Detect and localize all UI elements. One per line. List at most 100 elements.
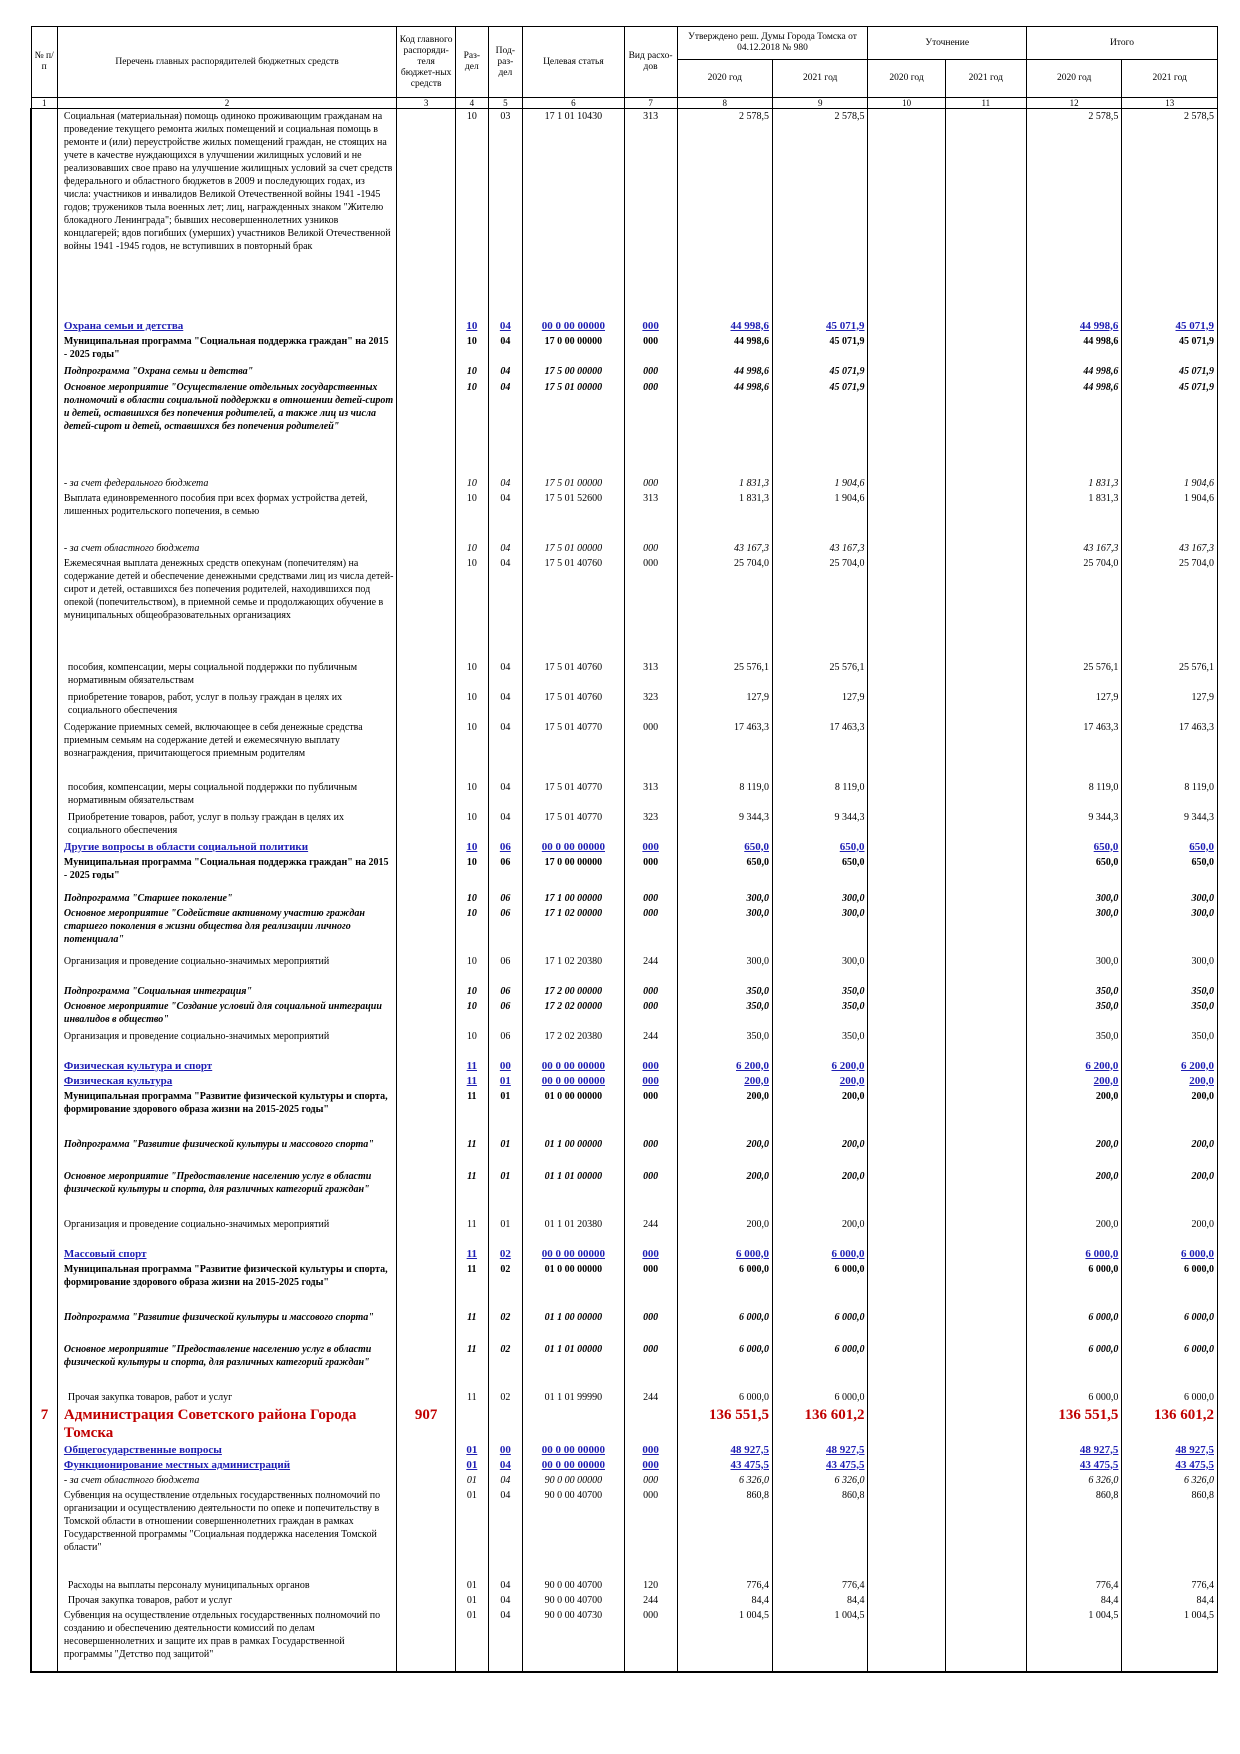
- row-approved-2021: 300,0: [771, 953, 869, 984]
- row-podrazdel: 04: [487, 1487, 524, 1578]
- row-total-2021: 6 000,0: [1121, 1389, 1218, 1405]
- row-approved-2021: 200,0: [771, 1168, 869, 1217]
- row-total-2020: 650,0: [1025, 854, 1123, 891]
- table-row: Социальная (материальная) помощь одиноко…: [29, 108, 1218, 319]
- table-row: Прочая закупка товаров, работ и услуг 11 0…: [29, 1389, 1218, 1405]
- row-total-2020: 200,0: [1025, 1073, 1123, 1089]
- row-type: 323: [623, 689, 678, 720]
- row-podrazdel: 04: [487, 809, 524, 840]
- header-clarify: Уточнение: [867, 26, 1027, 60]
- row-total-2020: 136 551,5: [1025, 1404, 1123, 1443]
- row-code: 907: [396, 1404, 457, 1443]
- row-approved-2021: 6 000,0: [771, 1341, 869, 1390]
- row-clarify-2020: [867, 1577, 946, 1593]
- row-total-2020: 127,9: [1025, 689, 1123, 720]
- row-total-2021: 350,0: [1121, 998, 1218, 1029]
- row-code: [396, 1341, 457, 1390]
- row-total-2020: 1 004,5: [1025, 1607, 1123, 1673]
- table-row: Организация и проведение социально-значи…: [29, 1028, 1218, 1059]
- row-approved-2020: 8 119,0: [676, 779, 773, 810]
- colnum: 4: [455, 97, 489, 109]
- row-approved-2020: 1 831,3: [676, 475, 773, 491]
- row-target: 17 1 00 00000: [522, 890, 625, 906]
- row-target: 17 5 01 40770: [522, 719, 625, 780]
- row-number: [29, 839, 58, 855]
- row-name: Физическая культура и спорт: [56, 1058, 398, 1074]
- row-razdel: 01: [455, 1442, 489, 1458]
- row-type: 000: [623, 1088, 678, 1137]
- table-row: приобретение товаров, работ, услуг в пол…: [29, 689, 1218, 720]
- row-razdel: 11: [455, 1168, 489, 1217]
- row-code: [396, 689, 457, 720]
- row-clarify-2021: [944, 719, 1027, 780]
- row-type: 000: [623, 555, 678, 660]
- row-approved-2021: 300,0: [771, 890, 869, 906]
- row-approved-2020: 650,0: [676, 839, 773, 855]
- row-razdel: 10: [455, 719, 489, 780]
- row-clarify-2020: [867, 839, 946, 855]
- row-target: 90 0 00 40730: [522, 1607, 625, 1673]
- table-row: Другие вопросы в области социальной поли…: [29, 839, 1218, 855]
- row-podrazdel: 06: [487, 953, 524, 984]
- row-podrazdel: 01: [487, 1088, 524, 1137]
- row-approved-2021: 776,4: [771, 1577, 869, 1593]
- row-total-2021: 48 927,5: [1121, 1442, 1218, 1458]
- row-number: [29, 809, 58, 840]
- row-code: [396, 1246, 457, 1262]
- row-total-2021: 45 071,9: [1121, 333, 1218, 364]
- row-number: [29, 379, 58, 476]
- row-approved-2021: 9 344,3: [771, 809, 869, 840]
- header-clarify-2020: 2020 год: [867, 59, 946, 98]
- row-number: [29, 1607, 58, 1673]
- row-target: 17 5 01 40760: [522, 689, 625, 720]
- row-approved-2020: 1 004,5: [676, 1607, 773, 1673]
- row-approved-2020: 350,0: [676, 983, 773, 999]
- row-name: Муниципальная программа "Развитие физиче…: [56, 1261, 398, 1310]
- row-target: 00 0 00 00000: [522, 1073, 625, 1089]
- row-number: [29, 890, 58, 906]
- row-approved-2021: 6 000,0: [771, 1309, 869, 1342]
- header-clarify-2021: 2021 год: [944, 59, 1027, 98]
- row-code: [396, 1088, 457, 1137]
- header-approved-2021: 2021 год: [771, 59, 869, 98]
- row-approved-2020: 200,0: [676, 1136, 773, 1169]
- row-number: [29, 1341, 58, 1390]
- row-razdel: 01: [455, 1472, 489, 1488]
- colnum: 9: [771, 97, 869, 109]
- row-total-2020: 300,0: [1025, 953, 1123, 984]
- table-row: Муниципальная программа "Развитие физиче…: [29, 1088, 1218, 1137]
- table-row: Подпрограмма "Развитие физической культу…: [29, 1136, 1218, 1169]
- row-code: [396, 1168, 457, 1217]
- row-clarify-2020: [867, 998, 946, 1029]
- row-total-2021: 300,0: [1121, 890, 1218, 906]
- row-clarify-2020: [867, 108, 946, 319]
- row-approved-2020: 200,0: [676, 1216, 773, 1247]
- row-number: [29, 540, 58, 556]
- row-total-2020: 84,4: [1025, 1592, 1123, 1608]
- row-type: 000: [623, 1309, 678, 1342]
- row-name: Организация и проведение социально-значи…: [56, 1216, 398, 1247]
- row-clarify-2020: [867, 809, 946, 840]
- row-name: приобретение товаров, работ, услуг в пол…: [56, 689, 398, 720]
- row-approved-2020: 44 998,6: [676, 363, 773, 380]
- row-approved-2020: 6 000,0: [676, 1341, 773, 1390]
- row-target: 00 0 00 00000: [522, 318, 625, 334]
- row-target: 01 0 00 00000: [522, 1088, 625, 1137]
- row-clarify-2020: [867, 1168, 946, 1217]
- row-razdel: 10: [455, 998, 489, 1029]
- row-total-2020: 300,0: [1025, 890, 1123, 906]
- row-approved-2020: 44 998,6: [676, 379, 773, 476]
- row-name: Муниципальная программа "Развитие физиче…: [56, 1088, 398, 1137]
- row-total-2020: 350,0: [1025, 998, 1123, 1029]
- row-approved-2021: 2 578,5: [771, 108, 869, 319]
- row-type: 000: [623, 998, 678, 1029]
- row-type: 000: [623, 475, 678, 491]
- colnum: 6: [522, 97, 625, 109]
- row-code: [396, 659, 457, 690]
- row-approved-2020: 44 998,6: [676, 318, 773, 334]
- row-number: [29, 1261, 58, 1310]
- row-podrazdel: 04: [487, 555, 524, 660]
- row-approved-2020: 44 998,6: [676, 333, 773, 364]
- row-code: [396, 1592, 457, 1608]
- row-name: Массовый спорт: [56, 1246, 398, 1262]
